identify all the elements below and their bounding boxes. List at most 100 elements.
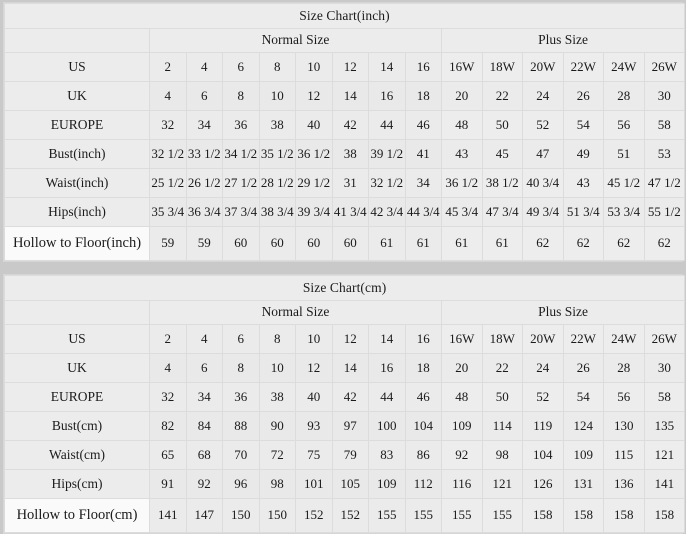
table-row: Hips(cm) 91 92 96 98 101 105 109 112 116 121 126 131… bbox=[4, 469, 686, 499]
cell-value: 32 1/2 bbox=[149, 139, 187, 169]
chart-title: Size Chart(cm) bbox=[3, 275, 686, 301]
cell-value: 30 bbox=[643, 353, 686, 383]
cell-value: 54 bbox=[562, 382, 604, 412]
cell-value: 8 bbox=[222, 81, 260, 111]
cell-value: 14 bbox=[331, 353, 369, 383]
cell-value: 60 bbox=[331, 226, 369, 261]
cell-value: 16 bbox=[404, 324, 442, 354]
cell-value: 41 3/4 bbox=[331, 197, 369, 227]
cell-value: 98 bbox=[258, 469, 296, 499]
cell-value: 12 bbox=[331, 324, 369, 354]
row-label-hollow-to-floor-cm: Hollow to Floor(cm) bbox=[4, 498, 150, 533]
cell-value: 12 bbox=[331, 52, 369, 82]
cell-value: 4 bbox=[149, 353, 187, 383]
group-header-row: Normal Size Plus Size bbox=[4, 28, 686, 53]
cell-value: 14 bbox=[331, 81, 369, 111]
cell-value: 26W bbox=[643, 52, 686, 82]
cell-value: 152 bbox=[295, 498, 333, 533]
cell-value: 37 3/4 bbox=[222, 197, 260, 227]
cell-value: 40 bbox=[295, 382, 333, 412]
cell-value: 158 bbox=[522, 498, 564, 533]
table-row: UK 4 6 8 10 12 14 16 18 20 22 24 26 28 30 bbox=[4, 81, 686, 111]
size-chart-cm: Size Chart(cm) Normal Size Plus Size US 2 4 6 8… bbox=[3, 274, 686, 534]
cell-value: 18W bbox=[481, 52, 523, 82]
cell-value: 45 3/4 bbox=[441, 197, 483, 227]
cell-value: 36 bbox=[222, 110, 260, 140]
cell-value: 24W bbox=[603, 52, 645, 82]
cell-value: 130 bbox=[603, 411, 645, 441]
cell-value: 28 bbox=[603, 81, 645, 111]
row-label-us: US bbox=[4, 52, 150, 82]
row-label-bust-inch: Bust(inch) bbox=[4, 139, 150, 169]
cell-value: 12 bbox=[295, 353, 333, 383]
cell-value: 83 bbox=[368, 440, 406, 470]
cell-value: 45 bbox=[481, 139, 523, 169]
cell-value: 10 bbox=[295, 324, 333, 354]
cell-value: 112 bbox=[404, 469, 442, 499]
cell-value: 33 1/2 bbox=[185, 139, 223, 169]
cell-value: 22W bbox=[562, 52, 604, 82]
cell-value: 44 bbox=[368, 382, 406, 412]
cell-value: 104 bbox=[404, 411, 442, 441]
cell-value: 82 bbox=[149, 411, 187, 441]
cell-value: 155 bbox=[481, 498, 523, 533]
cell-value: 84 bbox=[185, 411, 223, 441]
cell-value: 24 bbox=[522, 81, 564, 111]
table-row: Hollow to Floor(inch) 59 59 60 60 60 60 61 61 61 6… bbox=[4, 226, 686, 261]
cell-value: 101 bbox=[295, 469, 333, 499]
cell-value: 135 bbox=[643, 411, 686, 441]
cell-value: 14 bbox=[368, 52, 406, 82]
cell-value: 35 3/4 bbox=[149, 197, 187, 227]
cell-value: 16 bbox=[404, 52, 442, 82]
cell-value: 60 bbox=[295, 226, 333, 261]
table-row: US 2 4 6 8 10 12 14 16 16W 18W 20W 22W 24W 26W bbox=[4, 52, 686, 82]
cell-value: 141 bbox=[149, 498, 187, 533]
cell-value: 68 bbox=[185, 440, 223, 470]
cell-value: 36 3/4 bbox=[185, 197, 223, 227]
cell-value: 52 bbox=[522, 382, 564, 412]
cell-value: 51 3/4 bbox=[562, 197, 604, 227]
cell-value: 155 bbox=[404, 498, 442, 533]
row-label-hips-cm: Hips(cm) bbox=[4, 469, 150, 499]
cell-value: 20 bbox=[441, 81, 483, 111]
cell-value: 2 bbox=[149, 324, 187, 354]
cell-value: 70 bbox=[222, 440, 260, 470]
cell-value: 116 bbox=[441, 469, 483, 499]
cell-value: 53 bbox=[643, 139, 686, 169]
cell-value: 34 bbox=[185, 382, 223, 412]
cell-value: 126 bbox=[522, 469, 564, 499]
cell-value: 136 bbox=[603, 469, 645, 499]
cell-value: 115 bbox=[603, 440, 645, 470]
cell-value: 158 bbox=[643, 498, 686, 533]
group-header-plus-size: Plus Size bbox=[440, 28, 686, 53]
group-header-blank bbox=[4, 300, 150, 325]
cell-value: 47 1/2 bbox=[643, 168, 686, 198]
cell-value: 58 bbox=[643, 382, 686, 412]
row-label-waist-cm: Waist(cm) bbox=[4, 440, 150, 470]
cell-value: 147 bbox=[185, 498, 223, 533]
cell-value: 12 bbox=[295, 81, 333, 111]
cell-value: 8 bbox=[258, 52, 296, 82]
row-label-uk: UK bbox=[4, 353, 150, 383]
cell-value: 42 bbox=[331, 382, 369, 412]
cell-value: 131 bbox=[562, 469, 604, 499]
cell-value: 4 bbox=[185, 52, 223, 82]
cell-value: 65 bbox=[149, 440, 187, 470]
cell-value: 47 3/4 bbox=[481, 197, 523, 227]
cell-value: 31 bbox=[331, 168, 369, 198]
table-row: Waist(cm) 65 68 70 72 75 79 83 86 92 98 104 109 115 12… bbox=[4, 440, 686, 470]
cell-value: 34 1/2 bbox=[222, 139, 260, 169]
cell-value: 6 bbox=[185, 81, 223, 111]
cell-value: 20W bbox=[522, 52, 564, 82]
cell-value: 92 bbox=[441, 440, 483, 470]
title-row: Size Chart(inch) bbox=[3, 3, 686, 29]
table-row: EUROPE 32 34 36 38 40 42 44 46 48 50 52 54 56 58 bbox=[4, 110, 686, 140]
cell-value: 105 bbox=[331, 469, 369, 499]
cell-value: 52 bbox=[522, 110, 564, 140]
cell-value: 55 1/2 bbox=[643, 197, 686, 227]
cell-value: 25 1/2 bbox=[149, 168, 187, 198]
cell-value: 158 bbox=[603, 498, 645, 533]
cell-value: 36 1/2 bbox=[441, 168, 483, 198]
cell-value: 79 bbox=[331, 440, 369, 470]
cell-value: 100 bbox=[368, 411, 406, 441]
